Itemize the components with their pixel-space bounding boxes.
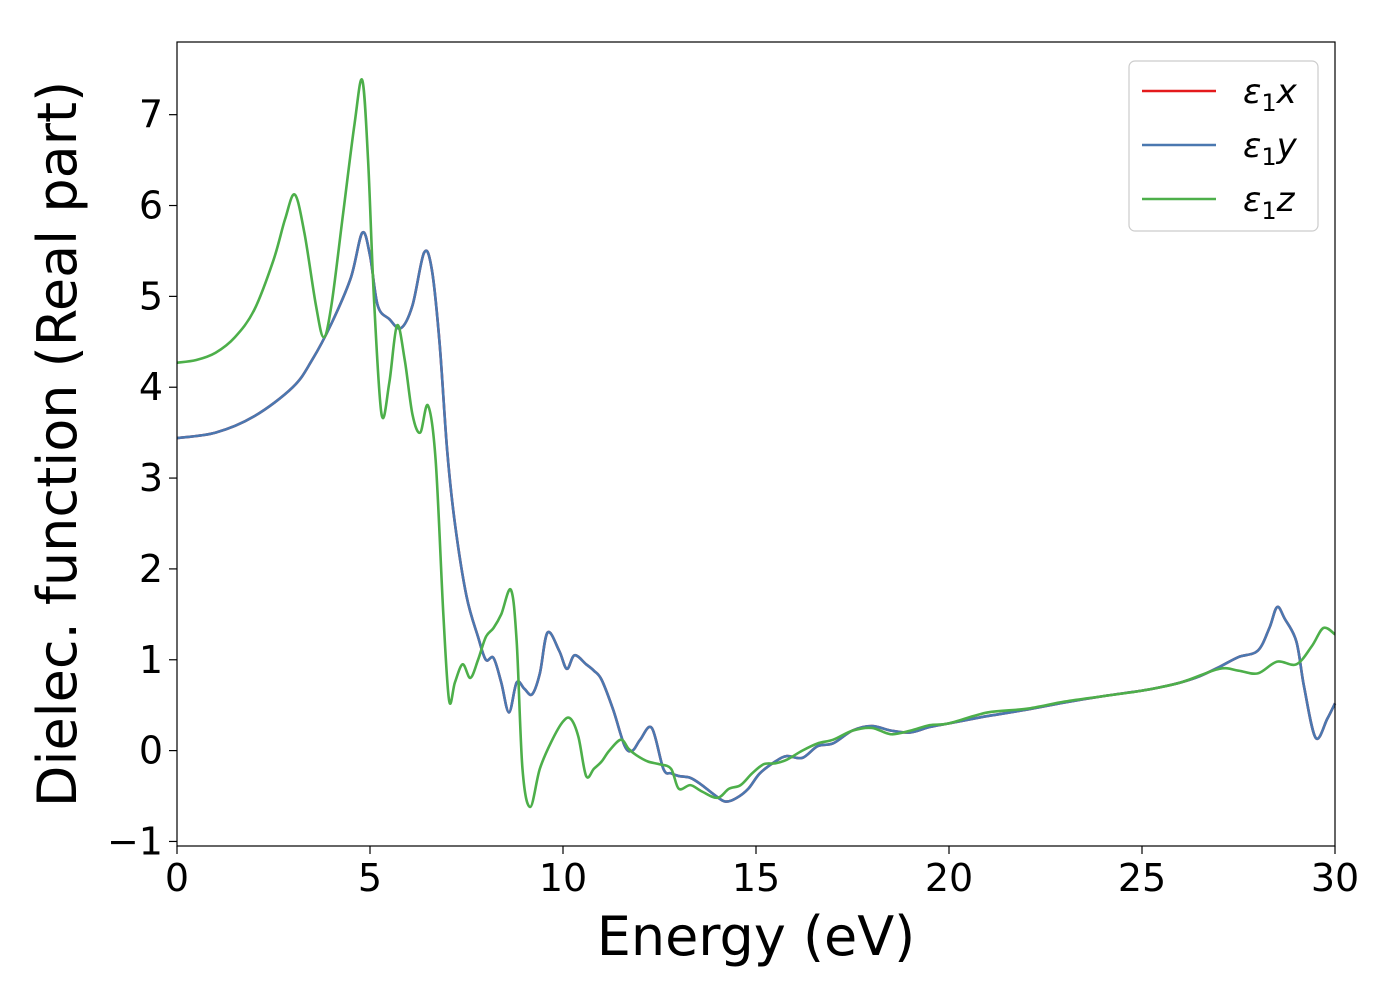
x-ticks: 0 5 10 15 20 25 30 — [165, 846, 1359, 900]
legend-label-x: ε1x — [1243, 72, 1298, 117]
y-tick-label: 6 — [139, 184, 163, 228]
y-tick-label: 0 — [139, 729, 163, 773]
y-tick-label: 7 — [139, 93, 163, 137]
x-axis-label: Energy (eV) — [597, 905, 916, 968]
y-ticks: −1 0 1 2 3 4 5 6 7 — [107, 93, 177, 863]
x-tick-label: 0 — [165, 856, 189, 900]
x-tick-label: 20 — [925, 856, 973, 900]
x-tick-label: 10 — [539, 856, 587, 900]
legend-label-y: ε1y — [1243, 126, 1298, 171]
x-tick-label: 15 — [732, 856, 780, 900]
y-tick-label: 3 — [139, 456, 163, 500]
y-tick-label: 4 — [139, 365, 163, 409]
y-tick-label: 2 — [139, 547, 163, 591]
legend-label-z: ε1z — [1243, 180, 1296, 225]
series-layer — [176, 78, 1337, 809]
y-tick-label: 5 — [139, 274, 163, 318]
x-tick-label: 25 — [1118, 856, 1166, 900]
legend: ε1x ε1y ε1z — [1128, 60, 1319, 232]
y-tick-label: −1 — [107, 819, 163, 863]
series-line-z — [176, 78, 1336, 809]
y-tick-label: 1 — [139, 638, 163, 682]
legend-box — [1128, 60, 1319, 232]
y-axis-label: Dielec. function (Real part) — [26, 81, 89, 807]
x-tick-label: 30 — [1311, 856, 1359, 900]
x-tick-label: 5 — [358, 856, 382, 900]
